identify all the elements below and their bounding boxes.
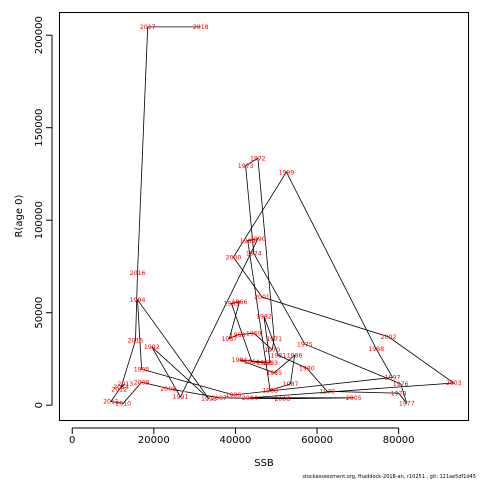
footer-credit: stockassessment.org, fhaddock-2018-an, r…	[302, 474, 476, 480]
year-label-1965: 1965	[223, 301, 239, 308]
y-tick-label: 200000	[34, 16, 45, 54]
plot-frame	[59, 12, 469, 421]
year-label-2017: 2017	[140, 24, 156, 31]
year-label-1969: 1969	[246, 330, 262, 337]
year-label-2018: 2018	[193, 24, 209, 31]
year-label-1970: 1970	[264, 347, 280, 354]
y-tick-label: 100000	[34, 201, 45, 239]
year-label-1975: 1975	[297, 341, 313, 348]
year-label-1977: 1977	[399, 401, 415, 408]
year-label-1988: 1988	[262, 388, 278, 395]
year-label-2014: 2014	[113, 384, 129, 391]
year-label-1992: 1992	[144, 344, 160, 351]
year-label-2004: 2004	[242, 395, 258, 402]
year-label-1986: 1986	[287, 352, 303, 359]
year-label-2009: 2009	[134, 379, 150, 386]
year-label-1967: 1967	[221, 336, 237, 343]
year-label-1996: 1996	[226, 392, 242, 399]
year-label-2016: 2016	[130, 270, 146, 277]
year-label-2011: 2011	[103, 399, 119, 406]
x-axis-label: SSB	[254, 458, 274, 469]
year-label-2012: 2012	[111, 387, 127, 394]
year-label-1989: 1989	[240, 238, 256, 245]
year-label-1966: 1966	[232, 299, 248, 306]
x-tick-label: 0	[69, 435, 75, 446]
y-axis: 0 50000 100000 150000 200000	[34, 16, 53, 408]
recruitment-trajectory	[110, 26, 455, 404]
year-label-2003: 2003	[446, 380, 462, 387]
year-label-1979: 1979	[319, 389, 335, 396]
year-label-2010: 2010	[115, 401, 131, 408]
x-tick-label: 60000	[301, 435, 333, 446]
year-label-2000: 2000	[226, 254, 242, 261]
year-label-1981: 1981	[270, 352, 286, 359]
y-tick-label: 0	[34, 402, 45, 408]
year-label-2001: 2001	[254, 294, 270, 301]
x-tick-label: 80000	[383, 435, 415, 446]
year-label-1974: 1974	[246, 251, 262, 258]
year-label-1964: 1964	[244, 359, 260, 366]
x-tick-label: 20000	[138, 435, 170, 446]
year-label-2006: 2006	[274, 396, 290, 403]
year-label-1997: 1997	[385, 375, 401, 382]
year-label-1985: 1985	[266, 370, 282, 377]
y-tick-label: 50000	[34, 297, 45, 329]
x-axis: 0 20000 40000 60000 80000	[69, 427, 415, 446]
year-label-1982: 1982	[256, 314, 272, 321]
year-label-1980: 1980	[299, 365, 315, 372]
x-tick-label: 40000	[220, 435, 252, 446]
year-label-1978: 1978	[391, 390, 407, 397]
year-label-1999: 1999	[279, 169, 295, 176]
year-label-1987: 1987	[283, 381, 299, 388]
year-label-1968: 1968	[230, 332, 246, 339]
year-label-2015: 2015	[128, 338, 144, 345]
year-label-1998: 1998	[368, 346, 384, 353]
y-tick-label: 150000	[34, 109, 45, 147]
y-axis-label: R(age 0)	[14, 194, 25, 237]
year-label-2007: 2007	[211, 395, 227, 402]
year-label-2013: 2013	[117, 381, 133, 388]
year-label-1983: 1983	[262, 360, 278, 367]
year-label-2002: 2002	[381, 334, 397, 341]
year-label-2008: 2008	[160, 386, 176, 393]
year-label-1994: 1994	[130, 297, 146, 304]
year-label-1990: 1990	[250, 236, 266, 243]
year-label-2005: 2005	[346, 395, 362, 402]
year-label-1976: 1976	[393, 381, 409, 388]
year-label-1993: 1993	[201, 396, 217, 403]
year-label-1972: 1972	[250, 155, 266, 162]
year-label-1991: 1991	[172, 394, 188, 401]
year-label-1963: 1963	[256, 360, 272, 367]
series-line	[110, 26, 455, 404]
year-label-1984: 1984	[232, 357, 248, 364]
year-label-1995: 1995	[134, 366, 150, 373]
year-label-1971: 1971	[266, 336, 282, 343]
year-label-1973: 1973	[238, 163, 254, 170]
